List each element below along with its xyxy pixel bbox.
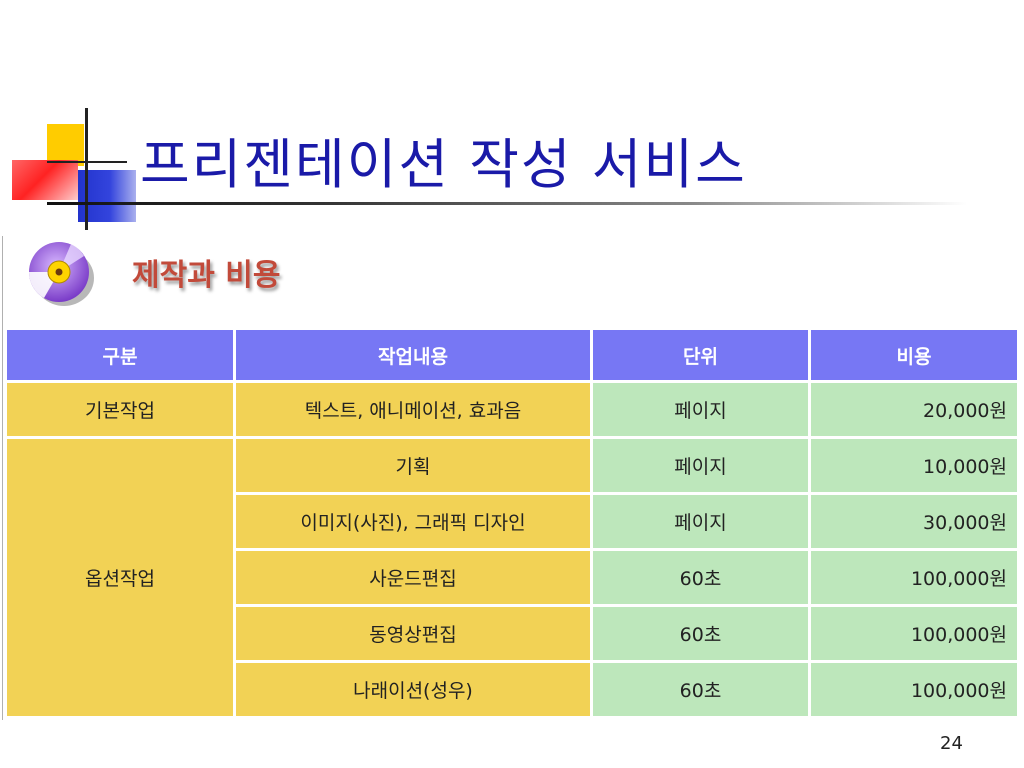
table-row: 동영상편집 60초 100,000원	[7, 607, 1017, 660]
unit-cell: 페이지	[593, 439, 808, 492]
task-cell: 이미지(사진), 그래픽 디자인	[236, 495, 590, 548]
short-horizontal-rule	[47, 161, 127, 163]
cost-table: 구분 작업내용 단위 비용 기본작업 텍스트, 애니메이션, 효과음 페이지 2…	[4, 327, 1020, 719]
cost-cell: 100,000원	[811, 551, 1017, 604]
cost-cell: 10,000원	[811, 439, 1017, 492]
header-unit: 단위	[593, 330, 808, 380]
header-cost: 비용	[811, 330, 1017, 380]
table-row: 이미지(사진), 그래픽 디자인 페이지 30,000원	[7, 495, 1017, 548]
vertical-rule	[85, 108, 88, 230]
task-cell: 동영상편집	[236, 607, 590, 660]
unit-cell: 페이지	[593, 495, 808, 548]
table-row: 기본작업 텍스트, 애니메이션, 효과음 페이지 20,000원	[7, 383, 1017, 436]
unit-cell: 60초	[593, 607, 808, 660]
task-cell: 기획	[236, 439, 590, 492]
cost-cell: 30,000원	[811, 495, 1017, 548]
cd-disc-icon	[28, 242, 94, 306]
header-category: 구분	[7, 330, 233, 380]
cost-cell: 100,000원	[811, 663, 1017, 716]
unit-cell: 페이지	[593, 383, 808, 436]
category-cell: 기본작업	[7, 383, 233, 436]
category-cell: 옵션작업	[7, 439, 233, 716]
yellow-block	[47, 124, 84, 166]
title-underline	[47, 202, 967, 205]
table-row: 나래이션(성우) 60초 100,000원	[7, 663, 1017, 716]
table-row: 사운드편집 60초 100,000원	[7, 551, 1017, 604]
left-border-line	[2, 236, 3, 720]
red-block	[12, 160, 78, 200]
section-label: 제작과 비용	[132, 258, 281, 293]
task-cell: 텍스트, 애니메이션, 효과음	[236, 383, 590, 436]
unit-cell: 60초	[593, 551, 808, 604]
task-cell: 사운드편집	[236, 551, 590, 604]
cost-cell: 20,000원	[811, 383, 1017, 436]
slide-title: 프리젠테이션 작성 서비스	[140, 133, 747, 196]
page-number: 24	[940, 733, 963, 754]
cost-cell: 100,000원	[811, 607, 1017, 660]
table-row: 옵션작업 기획 페이지 10,000원	[7, 439, 1017, 716]
header-task: 작업내용	[236, 330, 590, 380]
table-header-row: 구분 작업내용 단위 비용	[7, 330, 1017, 380]
task-cell: 나래이션(성우)	[236, 663, 590, 716]
unit-cell: 60초	[593, 663, 808, 716]
slide-decoration-blocks	[0, 0, 150, 240]
